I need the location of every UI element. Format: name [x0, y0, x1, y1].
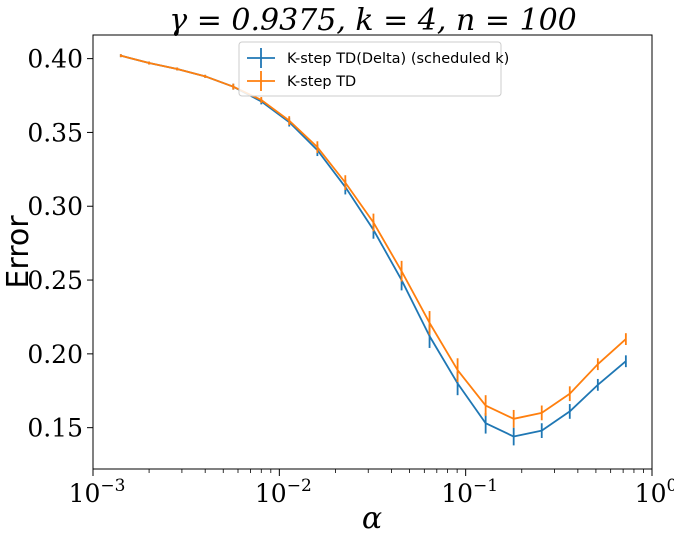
x-tick-label: 10−2 [255, 476, 312, 508]
series-layer [119, 54, 627, 446]
y-tick-label: 0.35 [27, 118, 83, 147]
y-tick-label: 0.15 [27, 414, 83, 443]
x-tick-label: 100 [635, 476, 674, 508]
legend: K-step TD(Delta) (scheduled k) K-step TD [238, 41, 509, 97]
y-axis-label: Error [1, 215, 36, 289]
plot-area [92, 34, 653, 470]
series-2 [119, 54, 627, 428]
x-axis: 10−3 10−2 10−1 100 [69, 469, 674, 508]
y-tick-label: 0.20 [27, 340, 83, 369]
legend-box [238, 41, 502, 97]
legend-entries: K-step TD(Delta) (scheduled k) K-step TD [247, 48, 509, 91]
chart-title: γ = 0.9375, k = 4, n = 100 [169, 3, 577, 38]
legend-entry: K-step TD(Delta) (scheduled k) [247, 48, 509, 68]
y-tick-label: 0.30 [27, 192, 83, 221]
legend-label: K-step TD [287, 74, 356, 90]
x-axis-label: α [362, 501, 382, 536]
y-tick-label: 0.25 [27, 266, 83, 295]
x-tick-label: 10−1 [441, 476, 498, 508]
legend-entry: K-step TD [247, 71, 356, 91]
legend-label: K-step TD(Delta) (scheduled k) [287, 51, 509, 67]
series-line [120, 54, 627, 438]
series-1 [119, 54, 627, 446]
plot-frame [92, 34, 653, 470]
y-axis: 0.15 0.20 0.25 0.30 0.35 0.40 [27, 45, 93, 443]
y-tick-label: 0.40 [27, 45, 83, 74]
x-tick-label: 10−3 [69, 476, 126, 508]
